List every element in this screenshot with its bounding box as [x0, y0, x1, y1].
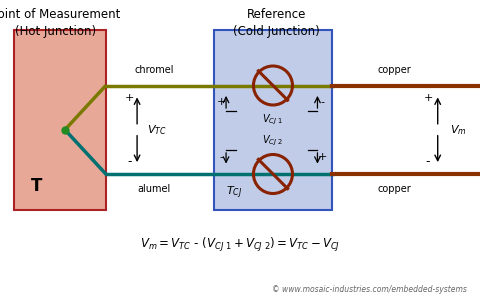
- Text: $V_m = V_{TC}$ - $(V_{CJ\ 1} + V_{CJ\ 2}) = V_{TC} - V_{CJ}$: $V_m = V_{TC}$ - $(V_{CJ\ 1} + V_{CJ\ 2}…: [140, 236, 340, 253]
- Text: copper: copper: [377, 184, 410, 194]
- Text: $V_{TC}$: $V_{TC}$: [146, 123, 166, 137]
- Text: T: T: [31, 177, 43, 195]
- Text: +: +: [216, 97, 226, 107]
- Text: -: -: [219, 152, 223, 163]
- Text: +: +: [125, 92, 134, 103]
- Text: $T_{CJ}$: $T_{CJ}$: [226, 184, 242, 201]
- Text: (Cold Junction): (Cold Junction): [233, 26, 319, 38]
- Text: +: +: [422, 92, 432, 103]
- Text: © www.mosaic-industries.com/embedded-systems: © www.mosaic-industries.com/embedded-sys…: [271, 285, 466, 294]
- Text: -: -: [320, 97, 324, 107]
- Text: alumel: alumel: [137, 184, 170, 194]
- Text: Point of Measurement: Point of Measurement: [0, 8, 120, 20]
- Text: (Hot Junction): (Hot Junction): [15, 26, 96, 38]
- Text: -: -: [425, 155, 430, 169]
- Text: -: -: [127, 155, 132, 169]
- Text: copper: copper: [377, 65, 410, 75]
- Text: $V_m$: $V_m$: [449, 123, 466, 137]
- Text: chromel: chromel: [134, 65, 173, 75]
- Text: $V_{CJ\ 2}$: $V_{CJ\ 2}$: [262, 134, 283, 148]
- Text: +: +: [317, 152, 326, 163]
- Text: $V_{CJ\ 1}$: $V_{CJ\ 1}$: [262, 112, 283, 127]
- Text: Reference: Reference: [246, 8, 306, 20]
- Bar: [14, 30, 106, 210]
- Bar: [214, 30, 331, 210]
